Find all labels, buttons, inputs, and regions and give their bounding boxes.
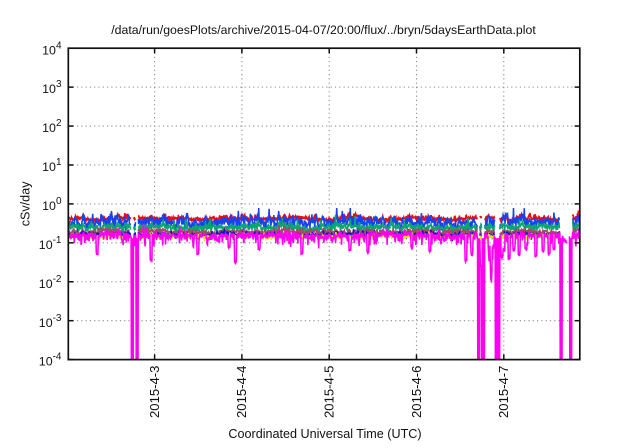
svg-text:Coordinated Universal Time (UT: Coordinated Universal Time (UTC): [228, 427, 421, 441]
svg-text:2015-4-4: 2015-4-4: [234, 366, 249, 418]
svg-text:2015-4-7: 2015-4-7: [496, 366, 511, 418]
svg-text:2015-4-3: 2015-4-3: [147, 366, 162, 418]
svg-text:2015-4-5: 2015-4-5: [322, 366, 337, 418]
svg-text:2015-4-6: 2015-4-6: [409, 366, 424, 418]
svg-text:/data/run/goesPlots/archive/20: /data/run/goesPlots/archive/2015-04-07/2…: [111, 23, 536, 37]
svg-text:cSv/day: cSv/day: [18, 181, 32, 227]
